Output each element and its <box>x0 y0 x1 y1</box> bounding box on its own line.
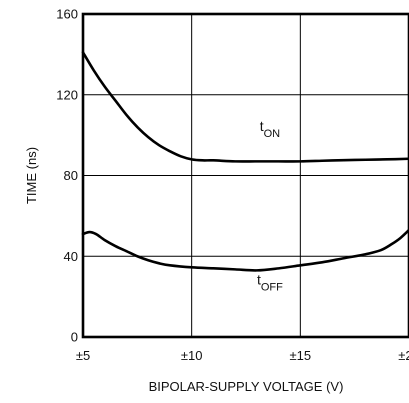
grid <box>83 14 409 337</box>
series-line-ton <box>81 51 409 163</box>
tick-labels: 0 40 80 120 160 ±5 ±10 ±15 ±20 <box>56 7 409 364</box>
y-tick-label: 40 <box>64 249 78 264</box>
x-tick-label: ±10 <box>181 348 203 363</box>
plot-frame <box>81 12 409 339</box>
x-tick-label: ±15 <box>290 348 312 363</box>
annotation-ton: tON <box>260 118 280 140</box>
y-tick-label: 80 <box>64 168 78 183</box>
y-tick-label: 120 <box>56 87 78 102</box>
x-tick-label: ±20 <box>398 348 409 363</box>
y-tick-label: 0 <box>71 330 78 345</box>
y-tick-label: 160 <box>56 7 78 22</box>
annotation-toff: tOFF <box>257 272 283 294</box>
annotations: tON tOFF <box>257 118 283 293</box>
y-axis-label: TIME (ns) <box>24 147 39 204</box>
x-axis-label: BIPOLAR-SUPPLY VOLTAGE (V) <box>149 379 344 394</box>
x-tick-label: ±5 <box>76 348 90 363</box>
series-line-toff <box>81 228 409 272</box>
series-lines <box>81 51 409 272</box>
